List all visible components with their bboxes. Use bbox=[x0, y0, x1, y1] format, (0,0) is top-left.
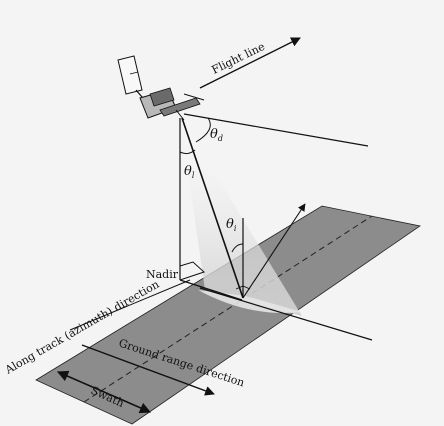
radar-beam bbox=[180, 116, 302, 316]
incidence-angle-arc bbox=[231, 243, 244, 253]
depression-angle-arc bbox=[195, 117, 211, 143]
along-track-arrow bbox=[69, 279, 191, 331]
satellite-icon bbox=[117, 55, 205, 121]
ground-range-projection bbox=[179, 279, 243, 301]
swath-arrow bbox=[56, 370, 152, 414]
along-track-reference bbox=[242, 203, 306, 299]
swath-centerline bbox=[83, 215, 373, 403]
flight-line-arrow bbox=[199, 37, 301, 89]
depression-angle-label: θd bbox=[210, 127, 223, 143]
ground-range-direction-arrow bbox=[81, 344, 215, 396]
nadir-label: Nadir bbox=[146, 268, 179, 281]
horizontal-reference bbox=[183, 113, 369, 147]
ground-range-axis bbox=[199, 287, 373, 341]
look-angle-arc bbox=[179, 149, 196, 155]
incidence-angle-label: θi bbox=[226, 217, 237, 233]
look-angle-label: θl bbox=[184, 164, 195, 180]
target-right-angle bbox=[235, 285, 251, 290]
slant-range-line bbox=[181, 117, 244, 299]
nadir-right-angle bbox=[179, 261, 205, 281]
